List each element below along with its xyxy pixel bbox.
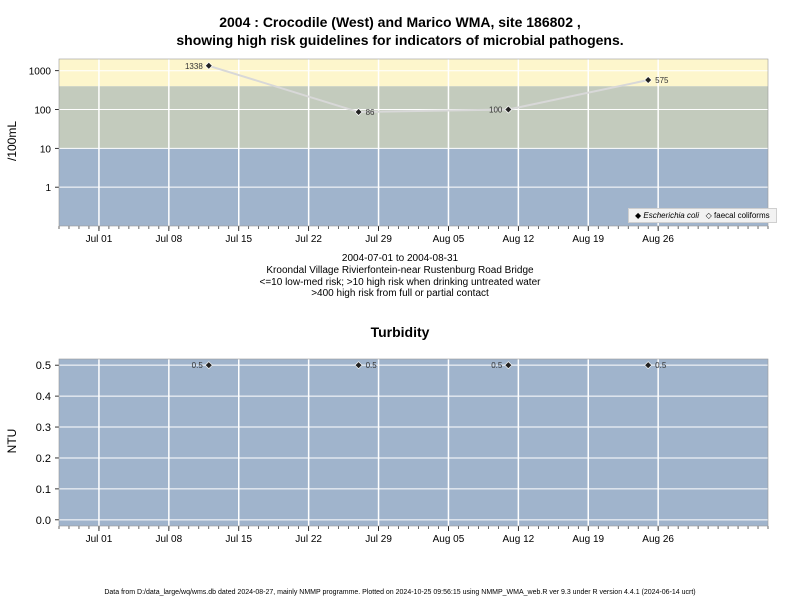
risk-note-contact: >400 high risk from full or partial cont…	[311, 288, 489, 299]
x-tick-label: Aug 19	[572, 534, 604, 545]
chart-title-line1: 2004 : Crocodile (West) and Marico WMA, …	[219, 14, 581, 30]
y-tick-label: 1000	[29, 67, 52, 78]
x-tick-label: Jul 29	[365, 234, 392, 245]
turbidity-chart: Jul 01 Jul 08 Jul 15 Jul 22 Jul 29 Aug 05 Aug …	[36, 358, 769, 545]
x-tick-label: Jul 01	[86, 534, 113, 545]
y-tick-label: 0.4	[36, 391, 51, 403]
data-point	[354, 361, 363, 370]
data-point	[504, 361, 513, 370]
risk-band	[59, 86, 768, 149]
x-tick-label: Aug 19	[572, 234, 604, 245]
x-tick-label: Aug 26	[642, 534, 674, 545]
plot-background	[59, 359, 768, 526]
y-tick-label: 0.1	[36, 484, 51, 496]
plot-frame	[58, 358, 769, 527]
data-label: 0.5	[655, 361, 667, 370]
y-tick-label: 100	[34, 106, 51, 117]
data-point	[504, 105, 513, 114]
data-label: 0.5	[491, 361, 503, 370]
data-point	[354, 108, 363, 117]
x-tick-label: Jul 15	[225, 534, 252, 545]
data-point	[644, 361, 653, 370]
data-point	[204, 361, 213, 370]
x-tick-label: Jul 08	[156, 234, 183, 245]
series-line	[208, 64, 649, 114]
legend-ecoli-marker: ◆	[635, 211, 642, 220]
footer-note: Data from D:/data_large/wq/wms.db dated …	[104, 589, 696, 596]
microbial-y-axis-label: /100mL	[5, 120, 19, 162]
data-label: 100	[489, 106, 503, 115]
x-tick-label: Jul 22	[295, 534, 322, 545]
x-tick-label: Aug 05	[433, 234, 465, 245]
period-text: 2004-07-01 to 2004-08-31	[341, 253, 459, 264]
x-tick-label: Aug 26	[642, 234, 674, 245]
data-label: 0.5	[366, 361, 378, 370]
legend-fc-marker: ◇	[705, 211, 712, 220]
x-tick-label: Aug 05	[433, 534, 465, 545]
data-label: 1338	[185, 62, 203, 71]
legend: ◆ Escherichia coli ◇ faecal coliforms	[628, 208, 777, 223]
chart-title-line2: showing high risk guidelines for indicat…	[176, 32, 624, 48]
turbidity-y-axis-label: NTU	[5, 428, 19, 454]
x-tick-label: Jul 01	[86, 234, 113, 245]
y-tick-label: 0.3	[36, 422, 51, 434]
y-tick-label: 1	[45, 183, 51, 194]
risk-note-drinking: <=10 low-med risk; >10 high risk when dr…	[259, 277, 541, 288]
x-tick-label: Jul 29	[365, 534, 392, 545]
site-name-text: Kroondal Village Rivierfontein-near Rust…	[266, 265, 534, 276]
data-point	[204, 61, 213, 70]
x-tick-label: Aug 12	[503, 234, 535, 245]
x-tick-label: Aug 12	[503, 534, 535, 545]
data-point	[644, 76, 653, 85]
y-tick-label: 0.0	[36, 515, 51, 527]
y-tick-label: 10	[40, 144, 52, 155]
legend-fc-label: faecal coliforms	[714, 211, 770, 220]
x-tick-label: Jul 08	[156, 534, 183, 545]
x-tick-label: Jul 22	[295, 234, 322, 245]
legend-ecoli-label: Escherichia coli	[643, 211, 699, 220]
data-label: 0.5	[192, 361, 204, 370]
data-label: 575	[655, 76, 669, 85]
y-tick-label: 0.2	[36, 453, 51, 465]
y-tick-label: 0.5	[36, 360, 51, 372]
plot-frame	[58, 58, 769, 227]
turbidity-title: Turbidity	[370, 324, 430, 340]
x-tick-label: Jul 15	[225, 234, 252, 245]
data-label: 86	[366, 108, 375, 117]
